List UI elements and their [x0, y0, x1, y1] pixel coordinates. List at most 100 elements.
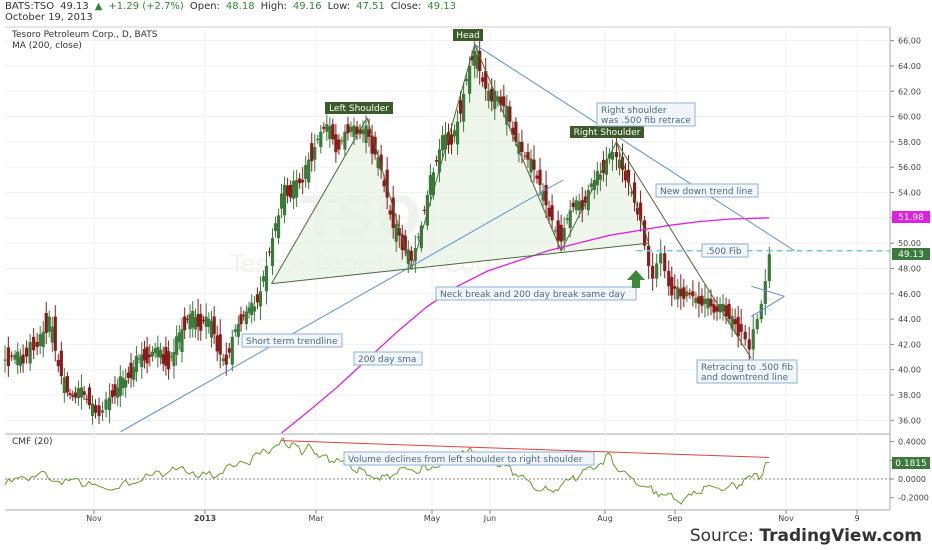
candle-body — [349, 126, 353, 132]
trend-lines — [120, 44, 890, 433]
cmf-tick-label: 0.0000 — [898, 475, 926, 484]
candle-body — [316, 138, 320, 141]
candle-body — [643, 220, 647, 246]
candle-body — [470, 55, 474, 61]
candle-body — [397, 227, 401, 236]
candle-body — [730, 316, 734, 329]
candle-body — [721, 303, 725, 312]
candle-body — [132, 367, 136, 380]
new-downtrend-text: New down trend line — [660, 187, 753, 197]
candle-body — [255, 294, 260, 303]
candle-body — [82, 391, 86, 395]
candle-body — [137, 358, 141, 360]
candle-body — [473, 50, 477, 66]
candle-body — [62, 377, 66, 394]
candle-body — [523, 155, 527, 157]
candle-body — [264, 265, 269, 292]
sma-note-text: 200 day sma — [358, 355, 416, 365]
time-tick-label: Jun — [483, 514, 497, 523]
candle-body — [145, 346, 149, 364]
candle-body — [68, 393, 72, 395]
candle-body — [370, 135, 374, 154]
new-downtrend-box — [655, 183, 759, 198]
candle-body — [328, 126, 332, 140]
candle-body — [188, 314, 192, 330]
head-downtrend-line — [474, 44, 795, 252]
candle-body — [461, 93, 466, 122]
candle-body — [35, 341, 39, 347]
candle-body — [670, 277, 674, 296]
candle-body — [655, 263, 659, 279]
candle-body — [367, 129, 371, 137]
ma-200-layer — [281, 217, 770, 434]
candle-body — [724, 305, 728, 317]
candle-body — [250, 302, 254, 315]
quote-date: October 19, 2013 — [5, 12, 93, 23]
cmf-tick-label: -0.2000 — [898, 494, 929, 503]
candle-body — [121, 377, 125, 389]
candle-body — [667, 271, 671, 287]
candle-body — [59, 350, 63, 377]
candle-body — [201, 319, 206, 321]
candle-body — [177, 332, 181, 343]
candle-body — [425, 195, 429, 226]
cmf-pane-title: CMF (20) — [12, 437, 53, 447]
candle-body — [337, 139, 341, 150]
candle-body — [239, 314, 243, 325]
pattern-fill — [271, 44, 649, 284]
candle-body — [124, 379, 128, 388]
candle-body — [142, 348, 147, 361]
candle-body — [129, 362, 133, 379]
candle-body — [541, 190, 545, 201]
candle-body — [334, 134, 338, 153]
candle-body — [247, 307, 251, 313]
right-shoulder-label-text: Right Shoulder — [574, 128, 641, 138]
candle-body — [499, 96, 503, 106]
candle-body — [449, 134, 454, 145]
candle-body — [598, 174, 602, 180]
candle-body — [443, 134, 448, 150]
right-shoulder-label: Right Shoulder — [570, 126, 644, 138]
candle-body — [85, 398, 89, 400]
sma-note: 200 day sma — [353, 351, 423, 366]
candle-body — [97, 405, 101, 417]
candle-body — [682, 287, 686, 299]
candle-body — [759, 303, 763, 320]
up-arrow-icon: ▲ — [94, 1, 103, 12]
candle-body — [747, 339, 751, 350]
candle-body — [763, 281, 767, 304]
candle-body — [517, 141, 521, 155]
candle-body — [193, 317, 198, 330]
candle-body — [620, 157, 625, 170]
time-tick-label: Sep — [667, 514, 682, 523]
candle-body — [465, 79, 469, 82]
candle-body — [490, 88, 494, 102]
candle-body — [601, 159, 605, 173]
price-tick-label: 56.00 — [898, 163, 921, 172]
retrace-channel-lower — [750, 295, 785, 317]
candle-body — [32, 336, 36, 351]
candle-body — [18, 356, 23, 366]
candle-body — [535, 175, 539, 179]
time-axis: Nov 2013 Mar May Jun Aug Sep Nov 9 — [86, 510, 860, 523]
retracing-line1: Retracing to .500 fib — [701, 363, 793, 373]
candle-body — [638, 202, 643, 221]
candle-body — [172, 352, 176, 366]
candle-body — [242, 314, 246, 317]
candle-body — [562, 227, 566, 241]
right-shoulder-leg — [616, 141, 752, 359]
candle-body — [755, 319, 759, 330]
candle-body — [700, 295, 704, 306]
breakout-arrow-icon — [627, 270, 645, 288]
candle-body — [79, 387, 84, 398]
candle-body — [571, 202, 575, 208]
candle-body — [659, 253, 663, 264]
last-value-text: 49.13 — [898, 250, 924, 260]
candle-body — [358, 129, 362, 134]
left-shoulder-label-text: Left Shoulder — [329, 104, 389, 114]
candle-body — [166, 351, 171, 370]
candle-body — [307, 159, 311, 183]
candle-body — [610, 152, 615, 160]
candle-body — [400, 234, 404, 250]
